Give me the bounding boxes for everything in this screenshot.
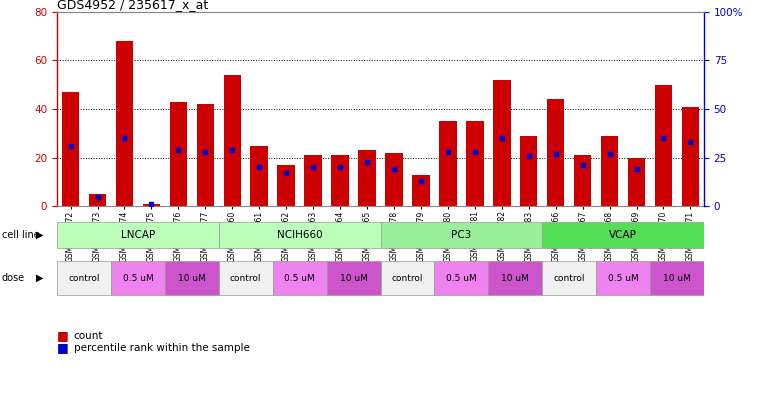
Bar bbox=[111, 261, 165, 295]
Bar bbox=[62, 92, 79, 206]
Bar bbox=[57, 261, 111, 295]
Point bbox=[280, 170, 292, 176]
Text: PC3: PC3 bbox=[451, 230, 472, 240]
Text: dose: dose bbox=[2, 273, 24, 283]
Bar bbox=[116, 41, 133, 206]
Bar bbox=[89, 194, 107, 206]
Point bbox=[361, 158, 373, 165]
Text: 10 uM: 10 uM bbox=[663, 274, 691, 283]
Bar bbox=[543, 261, 596, 295]
Text: count: count bbox=[74, 331, 103, 341]
Bar bbox=[628, 158, 645, 206]
Bar bbox=[650, 261, 704, 295]
Text: 0.5 uM: 0.5 uM bbox=[446, 274, 476, 283]
Text: 0.5 uM: 0.5 uM bbox=[285, 274, 315, 283]
Point bbox=[334, 164, 346, 171]
Point bbox=[65, 143, 77, 149]
Point bbox=[523, 152, 535, 159]
Text: VCAP: VCAP bbox=[609, 230, 637, 240]
Bar bbox=[278, 165, 295, 206]
Bar bbox=[547, 99, 565, 206]
Point bbox=[603, 151, 616, 157]
Text: percentile rank within the sample: percentile rank within the sample bbox=[74, 343, 250, 353]
Point bbox=[549, 151, 562, 157]
Text: 10 uM: 10 uM bbox=[339, 274, 368, 283]
Point bbox=[388, 166, 400, 173]
Point bbox=[172, 147, 184, 153]
Text: 0.5 uM: 0.5 uM bbox=[608, 274, 638, 283]
Point bbox=[199, 149, 212, 155]
Bar bbox=[219, 261, 272, 295]
Bar bbox=[385, 153, 403, 206]
Point bbox=[469, 149, 481, 155]
Bar bbox=[439, 121, 457, 206]
Text: NCIH660: NCIH660 bbox=[277, 230, 323, 240]
Text: ▶: ▶ bbox=[36, 230, 43, 240]
Bar bbox=[682, 107, 699, 206]
Text: control: control bbox=[230, 274, 262, 283]
Bar bbox=[574, 155, 591, 206]
Bar bbox=[380, 261, 435, 295]
Point bbox=[630, 166, 642, 173]
Bar bbox=[272, 261, 326, 295]
Point bbox=[415, 178, 427, 184]
Point bbox=[684, 139, 696, 145]
Text: ■: ■ bbox=[57, 341, 68, 354]
Text: 10 uM: 10 uM bbox=[501, 274, 529, 283]
Bar bbox=[170, 102, 187, 206]
Text: control: control bbox=[392, 274, 423, 283]
Bar bbox=[326, 261, 380, 295]
Text: ▶: ▶ bbox=[36, 273, 43, 283]
Point bbox=[658, 135, 670, 141]
Bar bbox=[224, 75, 241, 206]
Point bbox=[307, 164, 319, 171]
Bar bbox=[601, 136, 619, 206]
Bar bbox=[331, 155, 349, 206]
Text: ■: ■ bbox=[57, 329, 68, 343]
Bar bbox=[489, 261, 542, 295]
Bar bbox=[543, 222, 704, 248]
Bar bbox=[596, 261, 650, 295]
Bar bbox=[142, 204, 160, 206]
Bar bbox=[435, 261, 489, 295]
Bar bbox=[219, 222, 380, 248]
Bar bbox=[250, 145, 268, 206]
Bar bbox=[412, 175, 430, 206]
Text: 10 uM: 10 uM bbox=[178, 274, 205, 283]
Bar bbox=[196, 104, 214, 206]
Text: cell line: cell line bbox=[2, 230, 40, 240]
Bar bbox=[520, 136, 537, 206]
Text: GDS4952 / 235617_x_at: GDS4952 / 235617_x_at bbox=[57, 0, 209, 11]
Point bbox=[442, 149, 454, 155]
Point bbox=[145, 201, 158, 208]
Bar bbox=[304, 155, 322, 206]
Text: LNCAP: LNCAP bbox=[121, 230, 155, 240]
Bar bbox=[57, 222, 219, 248]
Bar bbox=[466, 121, 483, 206]
Bar bbox=[165, 261, 219, 295]
Point bbox=[91, 193, 103, 200]
Point bbox=[253, 164, 266, 171]
Bar bbox=[358, 151, 376, 206]
Point bbox=[119, 135, 131, 141]
Point bbox=[226, 147, 238, 153]
Text: control: control bbox=[553, 274, 585, 283]
Bar bbox=[380, 222, 542, 248]
Point bbox=[577, 162, 589, 169]
Bar bbox=[493, 80, 511, 206]
Text: control: control bbox=[68, 274, 100, 283]
Bar bbox=[654, 85, 672, 206]
Text: 0.5 uM: 0.5 uM bbox=[123, 274, 153, 283]
Point bbox=[495, 135, 508, 141]
